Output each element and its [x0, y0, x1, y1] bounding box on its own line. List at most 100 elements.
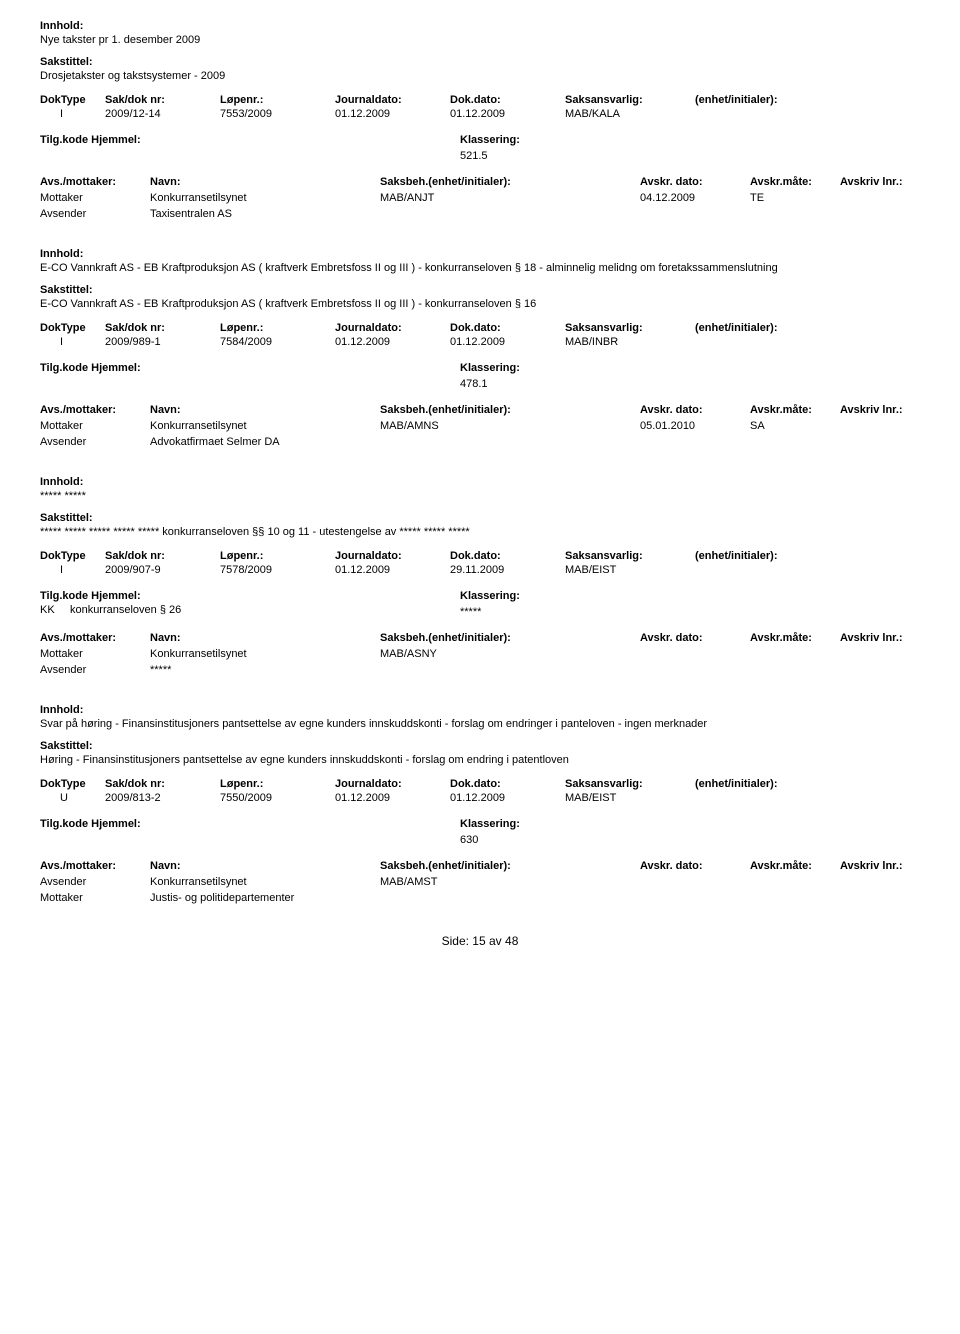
column-header-row: DokTypeSak/dok nr:Løpenr.:Journaldato:Do…	[40, 550, 920, 562]
col-header: Løpenr.:	[220, 94, 335, 106]
doktype-value: I	[40, 564, 105, 576]
party-avskriv-lnr	[840, 876, 920, 888]
klassering-column: Klassering:	[460, 590, 920, 602]
col-header: Sak/dok nr:	[105, 94, 220, 106]
party-avskr-mate: SA	[750, 420, 840, 432]
party-name: Konkurransetilsynet	[150, 648, 380, 660]
party-saksbeh	[380, 436, 640, 448]
klassering-column: Klassering:	[460, 362, 920, 374]
klassering-label: Klassering:	[460, 362, 920, 374]
col-header: Journaldato:	[335, 94, 450, 106]
journaldato-value: 01.12.2009	[335, 336, 450, 348]
av-label: av	[489, 934, 502, 948]
party-name: Konkurransetilsynet	[150, 876, 380, 888]
tilg-hjemmel-value	[40, 376, 450, 390]
lopenr-value: 7578/2009	[220, 564, 335, 576]
party-col-header: Avskr.måte:	[750, 860, 840, 872]
tilg-klass-value-row: 521.5	[40, 148, 920, 162]
doktype-value: I	[40, 108, 105, 120]
party-avskr-dato	[640, 436, 750, 448]
journaldato-value: 01.12.2009	[335, 108, 450, 120]
party-role: Avsender	[40, 208, 150, 220]
party-col-header: Avskr. dato:	[640, 860, 750, 872]
col-header: (enhet/initialer):	[695, 94, 920, 106]
klassering-value: 630	[460, 834, 920, 846]
column-header-row: DokTypeSak/dok nr:Løpenr.:Journaldato:Do…	[40, 778, 920, 790]
party-avskriv-lnr	[840, 420, 920, 432]
party-avskr-dato	[640, 208, 750, 220]
klassering-value: 521.5	[460, 150, 920, 162]
sakstittel-text: Drosjetakster og takstsystemer - 2009	[40, 70, 920, 82]
col-header: Løpenr.:	[220, 778, 335, 790]
sakdok-value: 2009/12-14	[105, 108, 220, 120]
party-name: Justis- og politidepartementer	[150, 892, 380, 904]
party-avskr-mate	[750, 876, 840, 888]
innhold-text: Svar på høring - Finansinstitusjoners pa…	[40, 718, 920, 730]
col-header: Saksansvarlig:	[565, 778, 695, 790]
col-header: Løpenr.:	[220, 550, 335, 562]
party-name: Taxisentralen AS	[150, 208, 380, 220]
tilg-klass-row: Tilg.kode Hjemmel:Klassering:	[40, 362, 920, 374]
tilg-klass-row: Tilg.kode Hjemmel:Klassering:	[40, 134, 920, 146]
klassering-value: *****	[460, 606, 920, 618]
party-col-header: Saksbeh.(enhet/initialer):	[380, 176, 640, 188]
doktype-value: I	[40, 336, 105, 348]
party-saksbeh	[380, 208, 640, 220]
page-total: 48	[505, 934, 518, 948]
party-saksbeh	[380, 664, 640, 676]
party-row: AvsenderTaxisentralen AS	[40, 208, 920, 220]
party-saksbeh: MAB/AMNS	[380, 420, 640, 432]
tilg-klass-row: Tilg.kode Hjemmel:Klassering:	[40, 590, 920, 602]
col-header: DokType	[40, 322, 105, 334]
page-footer: Side: 15 av 48	[40, 934, 920, 948]
party-col-header: Avskr.måte:	[750, 176, 840, 188]
party-role: Mottaker	[40, 192, 150, 204]
klassering-column: Klassering:	[460, 818, 920, 830]
col-header: Sak/dok nr:	[105, 322, 220, 334]
party-header-row: Avs./mottaker:Navn:Saksbeh.(enhet/initia…	[40, 176, 920, 188]
party-row: MottakerKonkurransetilsynetMAB/AMNS05.01…	[40, 420, 920, 432]
dokdato-value: 29.11.2009	[450, 564, 565, 576]
party-avskr-dato	[640, 664, 750, 676]
tilg-klass-value-row: 630	[40, 832, 920, 846]
tilg-klass-value-row: 478.1	[40, 376, 920, 390]
innhold-label: Innhold:	[40, 248, 920, 260]
sakstittel-label: Sakstittel:	[40, 56, 920, 68]
party-col-header: Avs./mottaker:	[40, 404, 150, 416]
party-avskr-mate	[750, 208, 840, 220]
value-row: I2009/907-97578/200901.12.200929.11.2009…	[40, 564, 920, 576]
party-col-header: Avs./mottaker:	[40, 860, 150, 872]
party-role: Mottaker	[40, 892, 150, 904]
lopenr-value: 7584/2009	[220, 336, 335, 348]
party-col-header: Navn:	[150, 860, 380, 872]
col-header: Journaldato:	[335, 322, 450, 334]
dokdato-value: 01.12.2009	[450, 336, 565, 348]
tilgkode-label: Tilg.kode Hjemmel:	[40, 818, 200, 830]
innhold-text: E-CO Vannkraft AS - EB Kraftproduksjon A…	[40, 262, 920, 274]
party-col-header: Avs./mottaker:	[40, 176, 150, 188]
tilg-klass-value-row: KK konkurranseloven § 26*****	[40, 604, 920, 618]
innhold-label: Innhold:	[40, 476, 920, 488]
column-header-row: DokTypeSak/dok nr:Løpenr.:Journaldato:Do…	[40, 322, 920, 334]
party-saksbeh	[380, 892, 640, 904]
sakstittel-text: ***** ***** ***** ***** ***** konkurrans…	[40, 526, 920, 538]
party-col-header: Avskr. dato:	[640, 404, 750, 416]
page-current: 15	[472, 934, 485, 948]
party-row: MottakerKonkurransetilsynetMAB/ANJT04.12…	[40, 192, 920, 204]
journaldato-value: 01.12.2009	[335, 792, 450, 804]
party-avskriv-lnr	[840, 648, 920, 660]
col-header: Dok.dato:	[450, 778, 565, 790]
lopenr-value: 7550/2009	[220, 792, 335, 804]
innhold-text: Nye takster pr 1. desember 2009	[40, 34, 920, 46]
innhold-label: Innhold:	[40, 704, 920, 716]
col-header: Saksansvarlig:	[565, 550, 695, 562]
saksansvarlig-value: MAB/EIST	[565, 792, 695, 804]
party-role: Mottaker	[40, 420, 150, 432]
side-label: Side:	[442, 934, 469, 948]
party-name: *****	[150, 664, 380, 676]
party-avskr-dato: 04.12.2009	[640, 192, 750, 204]
col-header: (enhet/initialer):	[695, 778, 920, 790]
sakdok-value: 2009/989-1	[105, 336, 220, 348]
party-avskr-mate	[750, 436, 840, 448]
journaldato-value: 01.12.2009	[335, 564, 450, 576]
